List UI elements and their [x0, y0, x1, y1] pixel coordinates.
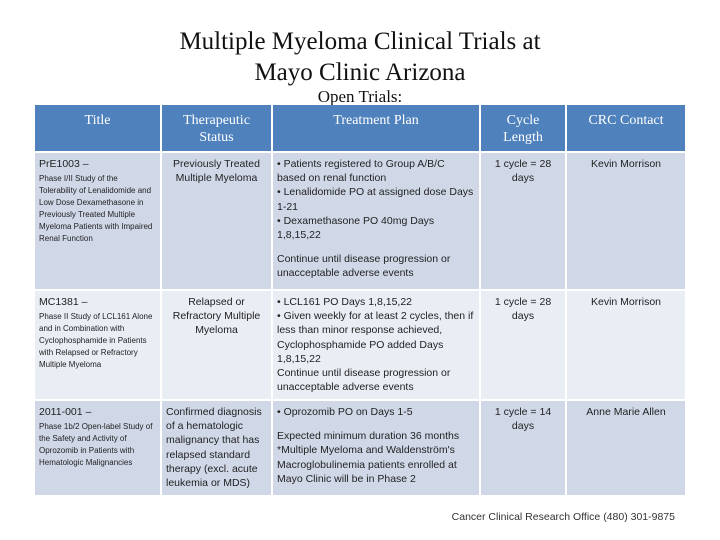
header-crc-contact: CRC Contact — [567, 105, 685, 151]
cycle-length-cell: 1 cycle = 28 days — [481, 151, 567, 289]
footer-contact: Cancer Clinical Research Office (480) 30… — [451, 511, 675, 523]
table-header-row: Title Therapeutic Status Treatment Plan … — [35, 105, 685, 151]
table-row: 2011-001 – Phase 1b/2 Open-label Study o… — [35, 399, 685, 495]
trial-description: Phase II Study of LCL161 Alone and in Co… — [39, 312, 153, 369]
trial-id: 2011-001 – — [39, 406, 92, 418]
page-subtitle: Open Trials: — [317, 87, 403, 106]
table-row: MC1381 – Phase II Study of LCL161 Alone … — [35, 289, 685, 399]
page-title-line-1: Multiple Myeloma Clinical Trials at — [179, 28, 541, 55]
treatment-plan-cell: • Patients registered to Group A/B/C bas… — [273, 151, 481, 289]
treatment-plan-cell: • LCL161 PO Days 1,8,15,22 • Given weekl… — [273, 289, 481, 399]
trial-id: MC1381 – — [39, 296, 88, 308]
trials-table: Title Therapeutic Status Treatment Plan … — [35, 105, 685, 495]
trial-title-cell: PrE1003 – Phase I/II Study of the Tolera… — [35, 151, 162, 289]
page-title: Multiple Myeloma Clinical Trials at Mayo… — [0, 26, 720, 88]
trial-description: Phase I/II Study of the Tolerability of … — [39, 174, 153, 243]
crc-contact-cell: Anne Marie Allen — [567, 399, 685, 495]
cycle-length-cell: 1 cycle = 28 days — [481, 289, 567, 399]
header-treatment-plan: Treatment Plan — [273, 105, 481, 151]
crc-contact-cell: Kevin Morrison — [567, 151, 685, 289]
trial-id: PrE1003 – — [39, 158, 89, 170]
therapeutic-status-cell: Relapsed or Refractory Multiple Myeloma — [162, 289, 273, 399]
cycle-length-cell: 1 cycle = 14 days — [481, 399, 567, 495]
crc-contact-cell: Kevin Morrison — [567, 289, 685, 399]
page-title-line-2: Mayo Clinic Arizona — [254, 59, 466, 86]
header-title: Title — [35, 105, 162, 151]
therapeutic-status-cell: Previously Treated Multiple Myeloma — [162, 151, 273, 289]
trial-title-cell: MC1381 – Phase II Study of LCL161 Alone … — [35, 289, 162, 399]
trial-title-cell: 2011-001 – Phase 1b/2 Open-label Study o… — [35, 399, 162, 495]
therapeutic-status-cell: Confirmed diagnosis of a hematologic mal… — [162, 399, 273, 495]
table-row: PrE1003 – Phase I/II Study of the Tolera… — [35, 151, 685, 289]
treatment-plan-cell: • Oprozomib PO on Days 1-5 Expected mini… — [273, 399, 481, 495]
header-cycle-length: Cycle Length — [481, 105, 567, 151]
trial-description: Phase 1b/2 Open-label Study of the Safet… — [39, 422, 153, 467]
header-therapeutic-status: Therapeutic Status — [162, 105, 273, 151]
